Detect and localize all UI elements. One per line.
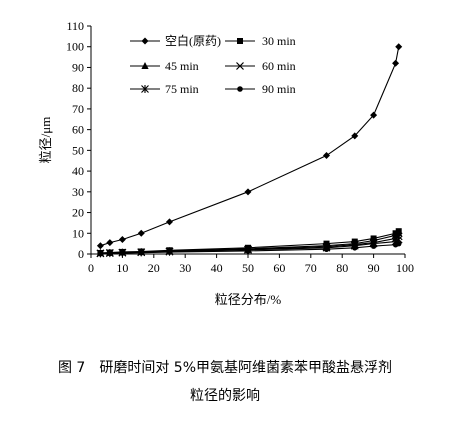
data-point-circle xyxy=(119,250,126,256)
data-point-circle xyxy=(323,246,330,253)
y-tick-label: 80 xyxy=(72,81,84,95)
y-tick-label: 60 xyxy=(72,123,84,137)
data-point-diamond xyxy=(106,239,114,247)
data-point-diamond xyxy=(141,37,149,45)
x-tick-label: 90 xyxy=(368,261,380,275)
x-tick-label: 70 xyxy=(305,261,317,275)
figure-caption-line-2: 粒径的影响 xyxy=(190,388,260,404)
data-point-diamond xyxy=(118,235,126,243)
series-0 xyxy=(96,43,403,250)
y-tick-label: 30 xyxy=(72,185,84,199)
data-point-circle xyxy=(237,86,243,92)
data-point-diamond xyxy=(395,43,403,51)
data-point-circle xyxy=(97,250,104,257)
legend-label: 60 min xyxy=(262,59,296,73)
series-5 xyxy=(97,240,402,257)
legend-label: 30 min xyxy=(262,34,296,48)
data-point-diamond xyxy=(351,132,359,140)
legend-label: 空白(原药) xyxy=(165,33,221,48)
y-tick-label: 100 xyxy=(66,40,84,54)
data-point-diamond xyxy=(137,229,145,237)
figure-caption-line-1: 图 7 研磨时间对 5%甲氨基阿维菌素苯甲酸盐悬浮剂 xyxy=(57,360,393,376)
data-point-circle xyxy=(351,244,358,251)
data-point-diamond xyxy=(96,242,104,250)
data-point-circle xyxy=(370,243,377,249)
x-tick-label: 100 xyxy=(396,261,414,275)
y-tick-label: 20 xyxy=(72,206,84,220)
legend-label: 75 min xyxy=(165,82,199,96)
legend-label: 90 min xyxy=(262,82,296,96)
data-point-diamond xyxy=(244,188,252,196)
data-point-circle xyxy=(395,240,402,247)
data-point-circle xyxy=(107,250,113,257)
x-axis-label: 粒径分布/% xyxy=(215,292,282,307)
y-tick-label: 0 xyxy=(78,247,84,261)
y-tick-label: 50 xyxy=(72,143,84,157)
data-point-square xyxy=(237,38,243,44)
data-point-asterisk xyxy=(141,85,149,93)
data-point-diamond xyxy=(323,152,330,160)
data-point-diamond xyxy=(392,59,400,67)
series-line xyxy=(100,46,400,247)
y-tick-label: 40 xyxy=(72,164,84,178)
x-tick-label: 50 xyxy=(242,261,254,275)
y-tick-label: 10 xyxy=(72,226,84,240)
x-tick-label: 40 xyxy=(211,261,223,275)
x-tick-label: 10 xyxy=(116,261,128,275)
y-tick-label: 90 xyxy=(72,60,84,74)
legend-label: 45 min xyxy=(165,59,199,73)
x-tick-label: 0 xyxy=(88,261,94,275)
y-tick-label: 110 xyxy=(66,19,84,33)
legend: 空白(原药) 30 min 45 min 60 min 75 min 90 min xyxy=(130,33,296,96)
data-point-diamond xyxy=(166,218,173,226)
x-tick-label: 80 xyxy=(336,261,348,275)
data-point-circle xyxy=(245,248,251,254)
x-tick-label: 60 xyxy=(273,261,285,275)
y-tick-label: 70 xyxy=(72,102,84,116)
data-point-diamond xyxy=(370,111,378,119)
x-tick-label: 30 xyxy=(179,261,191,275)
x-tick-label: 20 xyxy=(148,261,160,275)
data-point-circle xyxy=(166,249,173,255)
data-point-triangle xyxy=(141,62,149,69)
y-axis-label: 粒径/μm xyxy=(38,117,53,164)
data-point-x xyxy=(236,62,244,70)
line-chart: 粒径/μm 粒径分布/% 0 10 20 30 40 50 60 70 80 90 100 110 0 1… xyxy=(38,19,414,307)
data-point-circle xyxy=(138,249,145,256)
